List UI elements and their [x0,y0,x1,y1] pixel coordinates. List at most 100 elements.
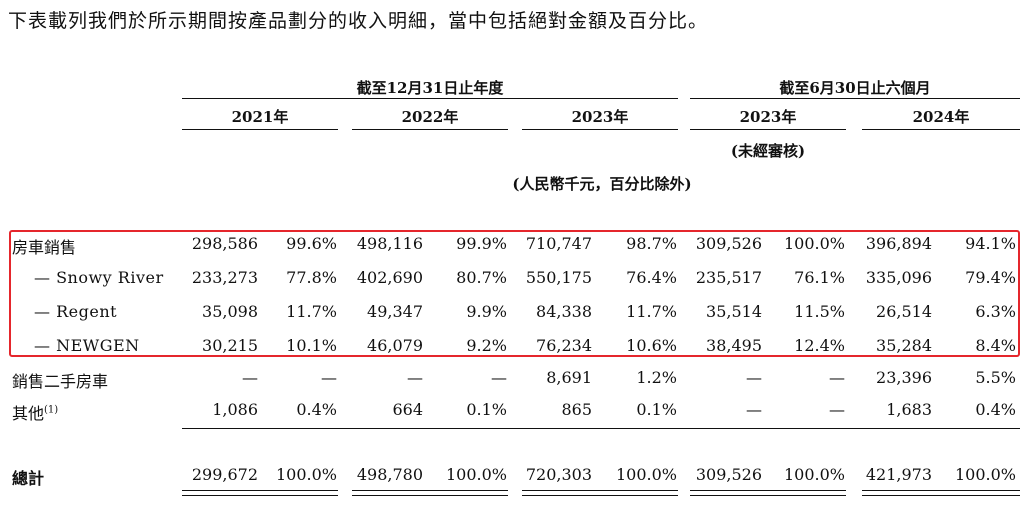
table-cell: 94.1% [965,234,1016,253]
table-cell: 100.0% [954,465,1016,484]
year-header-2024-h1: 2024年 [912,108,970,126]
total-double-rule [352,490,508,496]
table-cell: 77.8% [286,268,337,287]
group-header-year: 截至12月31日止年度 [356,79,504,97]
row-label: 銷售二手房車 [12,372,109,391]
table-cell: 12.4% [794,336,845,355]
table-cell: 80.7% [456,268,507,287]
table-cell: 98.7% [626,234,677,253]
unaudited-note: (未經審核) [730,142,806,160]
table-cell: 335,096 [865,268,932,287]
table-cell: 100.0% [783,234,845,253]
table-cell: 76,234 [536,336,592,355]
table-cell: 99.9% [456,234,507,253]
table-cell: 664 [392,400,423,419]
footnote-marker: (1) [44,404,59,416]
table-cell: 38,495 [706,336,762,355]
table-cell: 30,215 [202,336,258,355]
table-cell: 498,116 [356,234,423,253]
row-label: — NEWGEN [34,336,140,355]
table-cell: — [242,368,258,387]
table-cell: 299,672 [191,465,258,484]
table-cell: 298,586 [191,234,258,253]
table-cell: 49,347 [367,302,423,321]
table-cell: 720,303 [525,465,592,484]
year-header-2023: 2023年 [571,108,629,126]
table-cell: 421,973 [865,465,932,484]
year-header-2022: 2022年 [401,108,459,126]
table-cell: 26,514 [876,302,932,321]
year-rule [352,129,508,130]
table-cell: — [321,368,337,387]
table-cell: 84,338 [536,302,592,321]
table-cell: 8.4% [975,336,1016,355]
table-cell: 6.3% [975,302,1016,321]
table-cell: 9.2% [466,336,507,355]
year-header-2023-h1: 2023年 [739,108,797,126]
table-cell: 233,273 [191,268,258,287]
table-cell: 46,079 [367,336,423,355]
table-cell: — [829,400,845,419]
table-cell: 76.4% [626,268,677,287]
row-label: 其他(1) [12,404,59,423]
row-label: — Regent [34,302,118,321]
table-cell: 9.9% [466,302,507,321]
table-cell: 235,517 [695,268,762,287]
intro-text: 下表載列我們於所示期間按產品劃分的收入明細，當中包括絕對金額及百分比。 [8,10,709,32]
table-cell: — [746,368,762,387]
group-header-half: 截至6月30日止六個月 [779,79,931,97]
table-cell: 11.5% [794,302,845,321]
table-cell: 35,098 [202,302,258,321]
table-cell: 76.1% [794,268,845,287]
total-double-rule [182,490,338,496]
year-rule [862,129,1020,130]
table-cell: 100.0% [445,465,507,484]
table-cell: 309,526 [695,234,762,253]
table-cell: 100.0% [615,465,677,484]
row-label: 總計 [12,469,45,488]
table-cell: 11.7% [286,302,337,321]
table-cell: 1.2% [636,368,677,387]
table-cell: 0.1% [636,400,677,419]
table-cell: 396,894 [865,234,932,253]
subtotal-rule [182,428,1020,429]
table-cell: 865 [561,400,592,419]
year-rule [182,129,338,130]
row-label: — Snowy River [34,268,164,287]
table-cell: 10.1% [286,336,337,355]
table-cell: 99.6% [286,234,337,253]
table-cell: — [491,368,507,387]
table-cell: 1,683 [886,400,932,419]
table-cell: 8,691 [546,368,592,387]
total-double-rule [522,490,678,496]
table-cell: 11.7% [626,302,677,321]
table-cell: 5.5% [975,368,1016,387]
table-cell: 79.4% [965,268,1016,287]
table-cell: 309,526 [695,465,762,484]
group-rule-year [182,98,678,99]
table-cell: 0.4% [296,400,337,419]
table-cell: 23,396 [876,368,932,387]
total-double-rule [690,490,846,496]
table-cell: 100.0% [783,465,845,484]
table-cell: — [407,368,423,387]
table-cell: 710,747 [525,234,592,253]
highlight-box [9,230,1020,357]
group-rule-half [690,98,1020,99]
table-cell: 10.6% [626,336,677,355]
table-cell: 550,175 [525,268,592,287]
year-rule [522,129,678,130]
unit-note: (人民幣千元，百分比除外) [512,175,692,193]
table-cell: 498,780 [356,465,423,484]
table-cell: 1,086 [212,400,258,419]
table-cell: — [746,400,762,419]
total-double-rule [862,490,1020,496]
table-cell: 35,284 [876,336,932,355]
table-cell: 100.0% [275,465,337,484]
year-rule [690,129,846,130]
table-cell: — [829,368,845,387]
row-label: 房車銷售 [12,238,77,257]
table-cell: 402,690 [356,268,423,287]
year-header-2021: 2021年 [231,108,289,126]
table-cell: 0.4% [975,400,1016,419]
